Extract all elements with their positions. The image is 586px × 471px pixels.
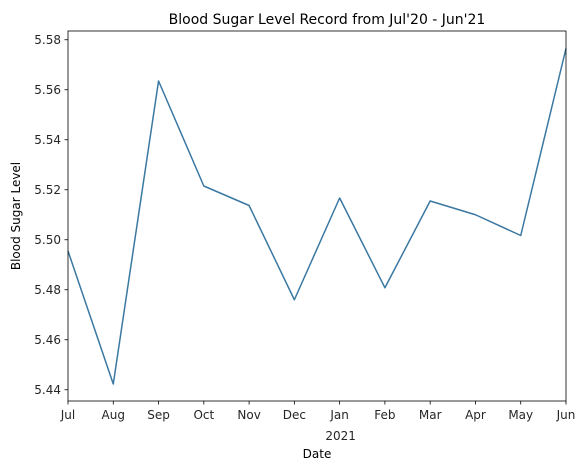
x-tick-label: Jul — [60, 408, 75, 422]
x-tick-label: Mar — [419, 408, 442, 422]
y-tick-label: 5.54 — [34, 133, 61, 147]
y-tick-label: 5.52 — [34, 183, 61, 197]
plot-frame — [67, 30, 567, 402]
x-tick-label: Feb — [374, 408, 395, 422]
x-tick-label: Apr — [465, 408, 486, 422]
x-tick-label: Jan — [329, 408, 349, 422]
series-line — [67, 48, 567, 385]
y-tick-label: 5.50 — [34, 233, 61, 247]
x-tick-label: Oct — [193, 408, 214, 422]
x-tick-label: May — [508, 408, 533, 422]
y-tick-label: 5.46 — [34, 333, 61, 347]
y-axis: 5.44 5.46 5.48 5.50 5.52 5.54 5.56 5.58 — [34, 33, 68, 397]
y-tick-label: 5.58 — [34, 33, 61, 47]
y-tick-label: 5.56 — [34, 83, 61, 97]
y-tick-label: 5.48 — [34, 283, 61, 297]
x-axis: Jul Aug Sep Oct Nov Dec Jan Feb Mar Apr May Jun — [60, 401, 576, 422]
chart-title: Blood Sugar Level Record from Jul'20 - J… — [169, 12, 486, 28]
x-tick-label: Aug — [102, 408, 125, 422]
x-tick-label: Nov — [237, 408, 260, 422]
x-axis-title: Date — [303, 447, 332, 461]
plot-area — [68, 31, 566, 401]
x-tick-year-label: 2021 — [325, 429, 356, 443]
x-tick-label: Jun — [556, 408, 576, 422]
y-tick-label: 5.44 — [34, 383, 61, 397]
x-tick-label: Dec — [283, 408, 306, 422]
x-tick-label: Sep — [147, 408, 170, 422]
y-axis-title: Blood Sugar Level — [9, 162, 23, 270]
